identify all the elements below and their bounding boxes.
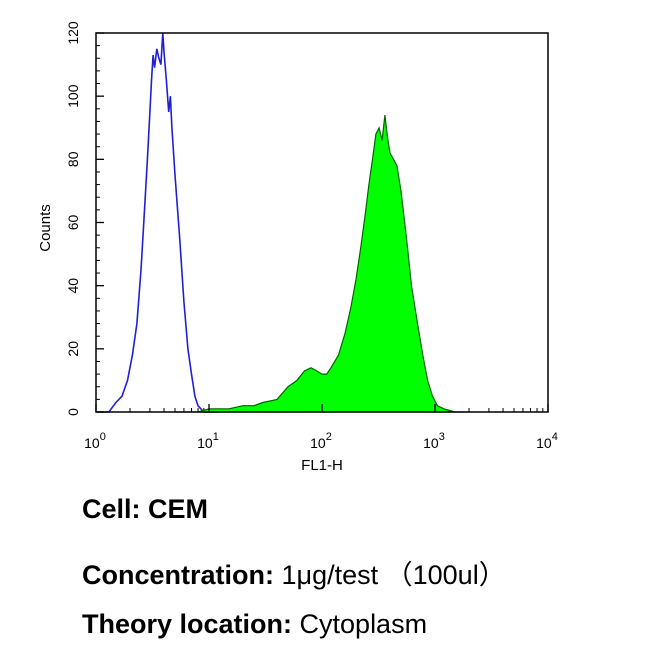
x-axis-label: FL1-H xyxy=(301,457,343,474)
x-tick-label: 102 xyxy=(310,431,332,451)
cell-label: Cell: xyxy=(82,494,141,524)
info-theory-location: Theory location: Cytoplasm xyxy=(82,609,427,640)
x-tick-label: 103 xyxy=(423,431,445,451)
y-tick-label: 40 xyxy=(65,278,81,294)
y-tick-label: 120 xyxy=(65,21,81,45)
x-tick-label: 100 xyxy=(84,431,106,451)
info-cell: Cell: CEM xyxy=(82,494,208,525)
concentration-value: 1μg/test （100ul） xyxy=(281,560,506,590)
y-tick-label: 60 xyxy=(65,215,81,231)
x-tick-label: 104 xyxy=(536,431,558,451)
histogram-filled-series xyxy=(175,115,469,413)
flow-cytometry-histogram: 100 101 102 103 104 0 20 40 60 80 100 120 FL1-H Co… xyxy=(37,21,558,474)
histogram-series xyxy=(96,32,469,413)
info-concentration: Concentration: 1μg/test （100ul） xyxy=(82,553,506,592)
plot-frame xyxy=(95,32,549,413)
x-axis-ticks: 100 101 102 103 104 xyxy=(84,404,558,451)
y-tick-label: 0 xyxy=(65,408,81,416)
y-tick-label: 100 xyxy=(65,84,81,108)
histogram-outline-series xyxy=(96,32,218,413)
concentration-label: Concentration: xyxy=(82,560,274,590)
y-tick-label: 80 xyxy=(65,151,81,167)
y-tick-label: 20 xyxy=(65,341,81,357)
cell-value: CEM xyxy=(148,494,209,524)
x-tick-label: 101 xyxy=(197,431,219,451)
theory-location-label: Theory location: xyxy=(82,609,293,639)
y-axis-ticks: 0 20 40 60 80 100 120 xyxy=(65,21,104,416)
theory-location-value: Cytoplasm xyxy=(299,609,428,639)
y-axis-label: Counts xyxy=(37,204,54,252)
